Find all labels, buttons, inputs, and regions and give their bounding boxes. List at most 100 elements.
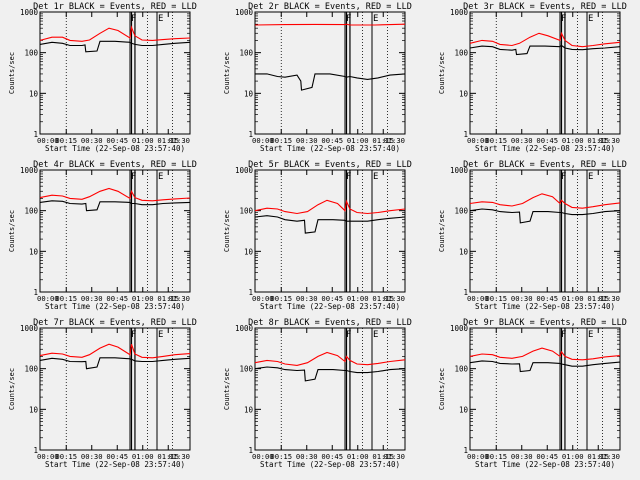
- x-tick-label: 00:30: [81, 294, 103, 303]
- y-tick-label: 1: [248, 288, 253, 297]
- panel-det-9: Det 9r BLACK = Events, RED = LLD 1 10 100 10…: [438, 318, 627, 469]
- marker-label: F: [131, 14, 136, 24]
- y-tick-label: 10: [29, 247, 39, 256]
- plot-frame: [469, 11, 621, 135]
- series-lld-line: [39, 343, 191, 359]
- y-tick-label: 10: [459, 89, 469, 98]
- y-tick-label: 1000: [235, 324, 254, 333]
- panel-title: Det 9r BLACK = Events, RED = LLD: [463, 318, 627, 328]
- x-tick-label: 01:00: [132, 294, 154, 303]
- marker-label: E: [373, 172, 378, 182]
- panel-title: Det 6r BLACK = Events, RED = LLD: [463, 160, 627, 170]
- y-tick-label: 1: [33, 288, 38, 297]
- panel-det-8: Det 8r BLACK = Events, RED = LLD 1 10 100 10…: [223, 318, 412, 469]
- y-tick-label: 100: [239, 365, 253, 374]
- marker-label: F: [346, 14, 351, 24]
- x-tick-label: 00:15: [55, 294, 77, 303]
- x-axis-label: Start Time (22-Sep-08 23:57:40): [260, 460, 400, 469]
- series-lld-line: [469, 347, 621, 361]
- y-tick-label: 1000: [20, 324, 39, 333]
- x-tick-label: 01:30: [598, 294, 620, 303]
- y-tick-label: 1: [248, 446, 253, 455]
- x-tick-label: 00:00: [467, 294, 489, 303]
- y-tick-label: 1000: [450, 324, 469, 333]
- x-tick-label: 00:30: [296, 452, 318, 461]
- marker-label: E: [373, 330, 378, 340]
- panel-title: Det 8r BLACK = Events, RED = LLD: [248, 318, 412, 328]
- x-tick-label: 00:30: [511, 452, 533, 461]
- panel-title: Det 3r BLACK = Events, RED = LLD: [463, 2, 627, 12]
- x-tick-label: 00:00: [37, 136, 59, 145]
- x-tick-label: 01:30: [168, 294, 190, 303]
- y-tick-label: 1000: [450, 166, 469, 175]
- y-tick-label: 1: [463, 446, 468, 455]
- series-lld-line: [254, 23, 406, 26]
- y-tick-label: 1: [33, 446, 38, 455]
- series-events-line: [469, 208, 621, 224]
- panel-det-3: Det 3r BLACK = Events, RED = LLD 1 10 100 10…: [438, 2, 627, 153]
- x-tick-label: 01:15: [372, 452, 394, 461]
- panel-det-6: Det 6r BLACK = Events, RED = LLD 1 10 100 10…: [438, 160, 627, 311]
- x-axis-label: Start Time (22-Sep-08 23:57:40): [45, 144, 185, 153]
- panel-det-7: Det 7r BLACK = Events, RED = LLD 1 10 100 10…: [8, 318, 197, 469]
- marker-label: F: [346, 330, 351, 340]
- y-tick-label: 100: [24, 365, 38, 374]
- x-tick-label: 00:00: [252, 294, 274, 303]
- panel-det-2: Det 2r BLACK = Events, RED = LLD 1 10 100 10…: [223, 2, 412, 153]
- x-tick-label: 00:15: [485, 294, 507, 303]
- x-tick-label: 00:15: [270, 452, 292, 461]
- y-axis-label: Counts/sec: [8, 52, 16, 94]
- x-tick-label: 01:00: [562, 136, 584, 145]
- y-tick-label: 1: [463, 130, 468, 139]
- panel-title: Det 5r BLACK = Events, RED = LLD: [248, 160, 412, 170]
- x-tick-label: 00:15: [485, 452, 507, 461]
- plot-frame: [39, 169, 191, 293]
- panel-det-4: Det 4r BLACK = Events, RED = LLD 1 10 100 10…: [8, 160, 197, 311]
- marker-label: F: [561, 14, 566, 24]
- marker-label: F: [346, 172, 351, 182]
- x-tick-label: 00:45: [106, 136, 128, 145]
- x-tick-label: 01:15: [587, 452, 609, 461]
- x-tick-label: 00:45: [536, 452, 558, 461]
- x-tick-label: 01:00: [347, 136, 369, 145]
- x-tick-label: 00:00: [467, 136, 489, 145]
- y-axis-label: Counts/sec: [438, 210, 446, 252]
- y-axis-label: Counts/sec: [438, 368, 446, 410]
- x-tick-label: 00:30: [81, 136, 103, 145]
- x-tick-label: 00:45: [536, 136, 558, 145]
- marker-label: E: [158, 330, 163, 340]
- x-tick-label: 00:45: [106, 452, 128, 461]
- x-axis-label: Start Time (22-Sep-08 23:57:40): [475, 302, 615, 311]
- x-tick-label: 01:15: [157, 294, 179, 303]
- x-tick-label: 01:15: [157, 136, 179, 145]
- y-axis-label: Counts/sec: [223, 368, 231, 410]
- y-tick-label: 1000: [235, 166, 254, 175]
- series-events-line: [39, 357, 191, 370]
- y-tick-label: 100: [239, 49, 253, 58]
- x-tick-label: 00:00: [37, 452, 59, 461]
- x-axis-label: Start Time (22-Sep-08 23:57:40): [475, 460, 615, 469]
- x-tick-label: 00:00: [252, 452, 274, 461]
- x-tick-label: 01:15: [372, 136, 394, 145]
- series-lld-line: [39, 187, 191, 202]
- plot-frame: [254, 11, 406, 135]
- y-axis-label: Counts/sec: [8, 368, 16, 410]
- series-events-line: [469, 44, 621, 56]
- x-tick-label: 00:00: [252, 136, 274, 145]
- series-lld-line: [254, 199, 406, 215]
- panel-title: Det 4r BLACK = Events, RED = LLD: [33, 160, 197, 170]
- marker-label: E: [373, 14, 378, 24]
- marker-label: E: [588, 172, 593, 182]
- series-events-line: [39, 40, 191, 53]
- x-tick-label: 01:00: [347, 452, 369, 461]
- y-tick-label: 10: [244, 89, 254, 98]
- y-tick-label: 1: [33, 130, 38, 139]
- x-axis-label: Start Time (22-Sep-08 23:57:40): [45, 302, 185, 311]
- y-tick-label: 100: [24, 49, 38, 58]
- x-tick-label: 00:45: [536, 294, 558, 303]
- panel-title: Det 1r BLACK = Events, RED = LLD: [33, 2, 197, 12]
- plot-frame: [469, 169, 621, 293]
- x-axis-label: Start Time (22-Sep-08 23:57:40): [260, 302, 400, 311]
- y-tick-label: 10: [459, 247, 469, 256]
